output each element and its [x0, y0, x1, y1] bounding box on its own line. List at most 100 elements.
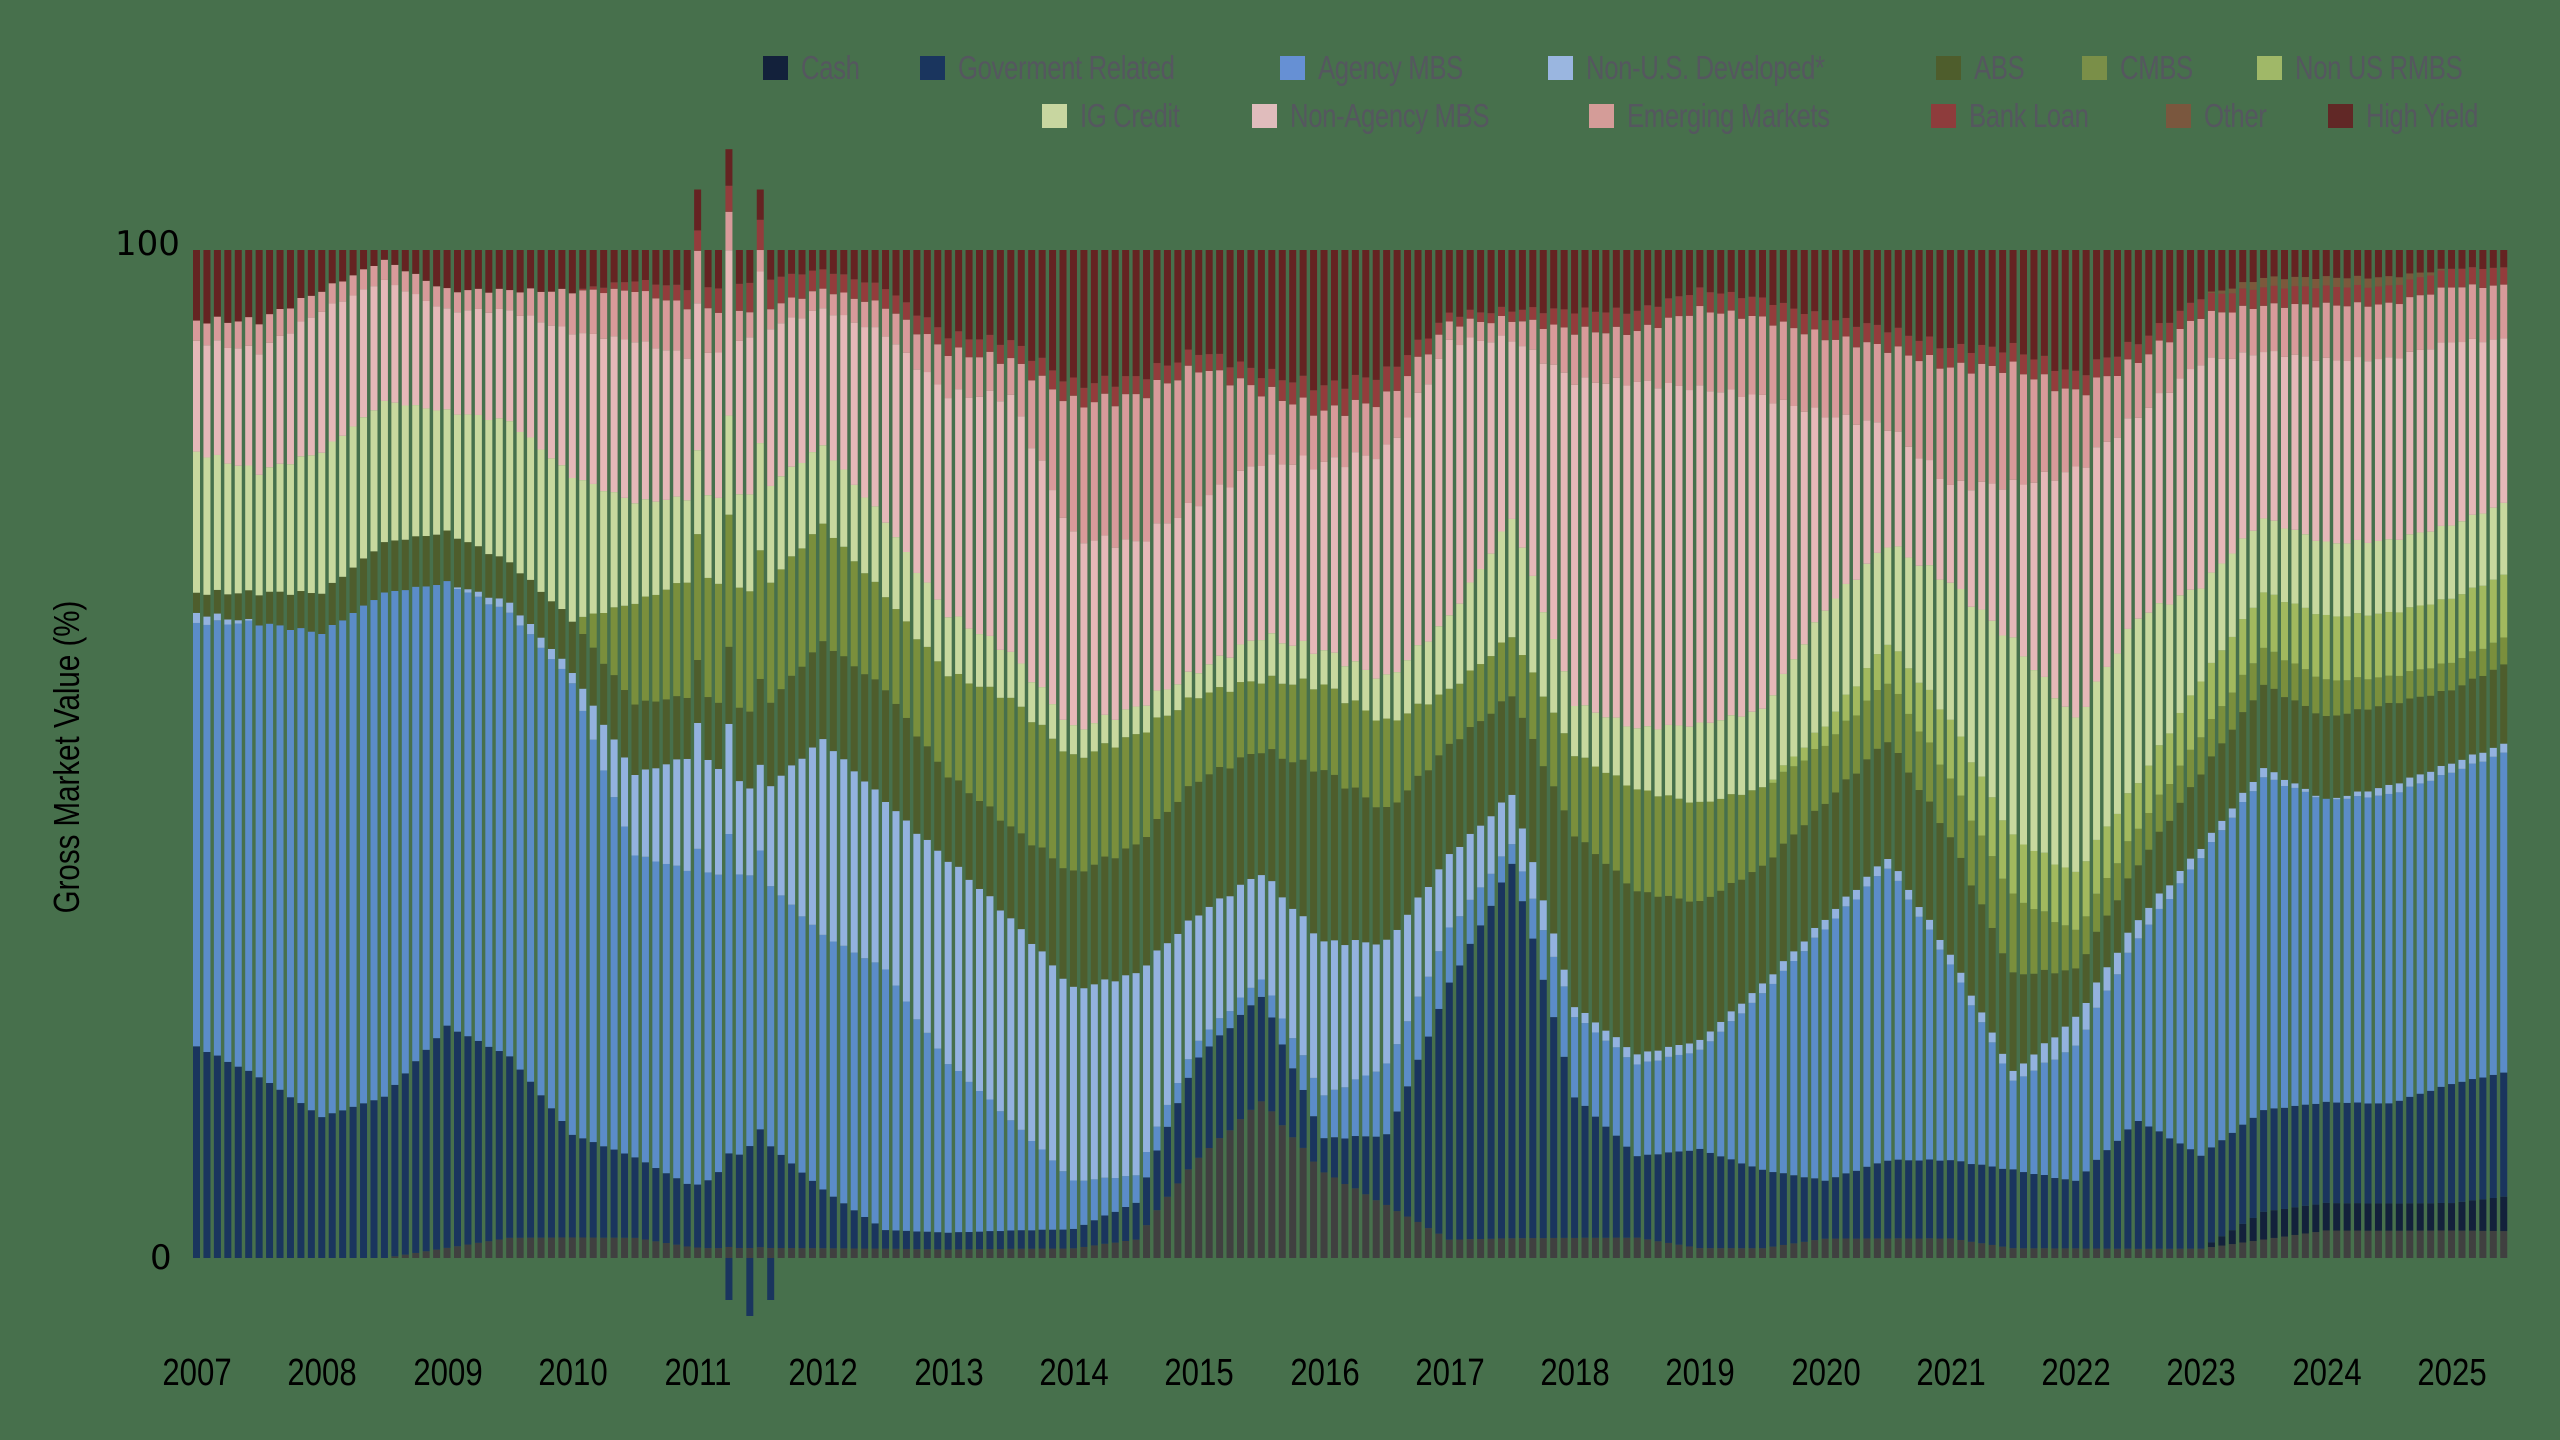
- bar-segment: [1957, 972, 1965, 983]
- bar-segment: [2489, 669, 2497, 748]
- bar-segment: [1059, 751, 1067, 869]
- bar-segment: [1017, 250, 1025, 346]
- bar-segment: [1832, 734, 1840, 793]
- bar-segment: [2281, 1208, 2288, 1237]
- bar-segment: [516, 625, 524, 1070]
- bar-segment: [1706, 312, 1714, 392]
- bar-segment: [1122, 1241, 1130, 1258]
- bar-segment: [2468, 763, 2476, 1080]
- bar-segment: [2040, 1248, 2048, 1258]
- bar-segment: [485, 1241, 493, 1258]
- bar-segment: [1832, 250, 1840, 321]
- bar-segment: [1268, 250, 1276, 369]
- bar-segment: [1936, 1160, 1944, 1239]
- bar-segment: [1905, 446, 1913, 558]
- bar-segment: [1498, 315, 1505, 336]
- bar-segment: [2020, 484, 2027, 657]
- bar-segment: [1978, 363, 1986, 482]
- bar-segment: [2061, 1052, 2069, 1180]
- bar-segment: [454, 1246, 461, 1258]
- bar-segment: [944, 355, 952, 399]
- bar-segment: [788, 765, 796, 905]
- bar-segment: [1675, 296, 1683, 317]
- bar-segment: [704, 250, 712, 288]
- bar-segment: [433, 250, 441, 287]
- bar-segment: [1017, 833, 1025, 930]
- bar-segment: [600, 770, 608, 1147]
- bar-segment: [2072, 1016, 2080, 1046]
- bar-segment: [1905, 713, 1913, 773]
- bar-segment: [1581, 307, 1589, 327]
- bar-segment: [892, 1230, 900, 1249]
- bar-segment: [1706, 1152, 1714, 1249]
- x-tick-2018: 2018: [1540, 1352, 1610, 1394]
- bar-segment: [2500, 1072, 2508, 1197]
- bar-segment: [1383, 807, 1391, 940]
- bar-segment: [2082, 954, 2090, 1003]
- bar-segment: [1028, 448, 1036, 683]
- bar-segment: [224, 347, 232, 464]
- bar-segment: [1821, 1238, 1829, 1258]
- bar-segment: [976, 396, 983, 635]
- bar-segment: [2312, 1204, 2320, 1233]
- bar-segment: [2020, 1063, 2027, 1077]
- bar-segment: [401, 250, 409, 272]
- bar-segment: [1153, 1150, 1161, 1211]
- bar-segment: [2270, 303, 2278, 352]
- bar-segment: [861, 250, 869, 283]
- bar-segment: [1424, 976, 1432, 1037]
- bar-segment: [568, 478, 576, 622]
- bar-segment: [829, 273, 837, 295]
- bar-segment: [2218, 290, 2226, 294]
- bar-segment: [2103, 967, 2111, 991]
- bar-segment: [1247, 754, 1255, 879]
- bar-segment: [1685, 390, 1693, 727]
- bar-segment: [391, 285, 399, 403]
- bar-segment: [621, 339, 629, 498]
- bar-segment: [1174, 1103, 1182, 1184]
- bar-segment: [2197, 588, 2205, 682]
- bar-segment: [641, 250, 649, 280]
- bar-segment: [965, 1232, 973, 1250]
- bar-segment: [2260, 305, 2268, 353]
- bar-segment: [1257, 1101, 1265, 1258]
- bar-segment: [1644, 305, 1652, 325]
- bar-segment: [1675, 1044, 1683, 1055]
- bar-segment: [1132, 541, 1140, 707]
- bar-segment: [1894, 1238, 1902, 1258]
- bar-segment: [1278, 897, 1286, 1019]
- bar-segment: [2082, 250, 2090, 376]
- bar-segment: [1404, 660, 1412, 714]
- bar-segment: [1090, 1220, 1098, 1246]
- bar-segment: [1591, 1022, 1599, 1033]
- bar-segment: [1393, 720, 1401, 803]
- bar-segment: [1268, 633, 1276, 676]
- bar-segment: [913, 572, 921, 640]
- bar-segment: [1278, 380, 1286, 401]
- bar-segment: [1550, 712, 1558, 787]
- bar-segment: [1957, 736, 1965, 796]
- bar-segment: [1184, 502, 1192, 672]
- bar-segment: [203, 1052, 211, 1258]
- bar-segment: [1143, 379, 1151, 399]
- bar-segment: [1612, 1037, 1620, 1048]
- bar-segment: [193, 340, 200, 452]
- bar-segment: [1257, 396, 1265, 466]
- bar-segment: [1759, 1248, 1766, 1258]
- bar-segment: [2385, 302, 2393, 358]
- bar-segment: [1727, 1159, 1735, 1249]
- bar-segment: [1445, 743, 1453, 855]
- bar-segment: [746, 788, 754, 876]
- bar-segment: [1341, 1138, 1349, 1185]
- bar-segment: [955, 866, 963, 1071]
- bar-segment: [2374, 250, 2382, 278]
- bar-segment: [1017, 929, 1025, 1130]
- bar-segment: [2239, 250, 2247, 283]
- bar-segment: [1414, 897, 1422, 997]
- bar-segment: [1310, 469, 1318, 654]
- bar-segment: [2040, 374, 2048, 472]
- bar-segment: [1633, 1237, 1641, 1258]
- bar-segment: [2281, 602, 2288, 661]
- bar-segment: [2301, 791, 2309, 1105]
- bar-segment: [1696, 1039, 1704, 1050]
